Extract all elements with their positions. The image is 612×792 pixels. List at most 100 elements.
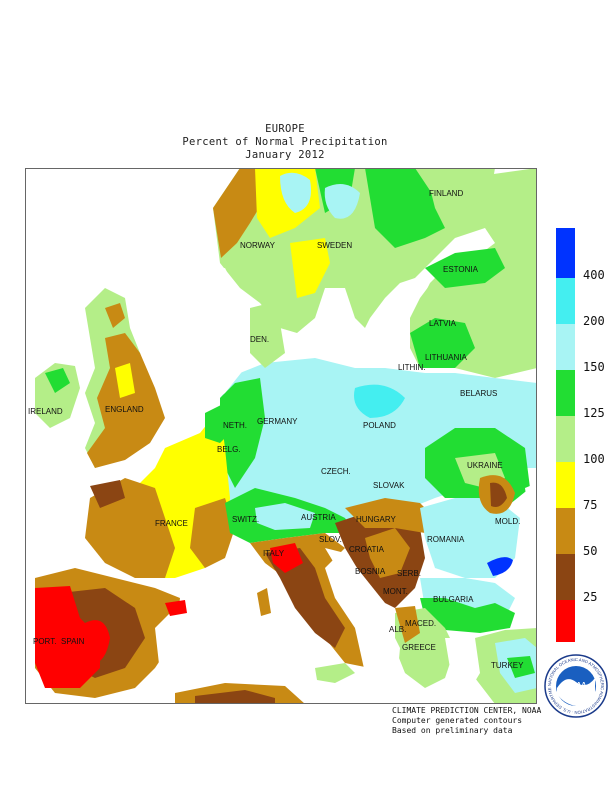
- footer-source: CLIMATE PREDICTION CENTER, NOAA: [392, 706, 542, 715]
- label-norway: NORWAY: [240, 241, 276, 250]
- central-europe-cyan: [220, 358, 537, 543]
- label-slovak: SLOVAK: [373, 481, 405, 490]
- finland-green: [365, 168, 445, 248]
- england-yellow: [115, 363, 135, 398]
- ionian: [355, 618, 400, 704]
- country-labels: FINLAND NORWAY SWEDEN ESTONIA LATVIA DEN…: [28, 189, 524, 670]
- footer-credits: CLIMATE PREDICTION CENTER, NOAA Computer…: [392, 706, 541, 736]
- map-title-period: January 2012: [245, 149, 325, 161]
- label-belg: BELG.: [217, 445, 241, 454]
- legend-swatch-50-75: [556, 508, 575, 554]
- label-france: FRANCE: [155, 519, 188, 528]
- england-brown: [87, 333, 165, 468]
- label-mold: MOLD.: [495, 517, 520, 526]
- legend-label-200: 200: [583, 314, 605, 328]
- label-maced: MACED.: [405, 619, 436, 628]
- balkans-brown: [365, 528, 410, 578]
- label-italy: ITALY: [263, 549, 285, 558]
- label-sweden: SWEDEN: [317, 241, 352, 250]
- sicily-land: [315, 663, 355, 683]
- legend-swatch-100-125: [556, 416, 575, 462]
- moldova-darkbrown: [490, 482, 507, 507]
- scandinavia-cyan-spot: [324, 184, 360, 219]
- legend-swatch-75-100: [556, 462, 575, 508]
- hungary-brown: [345, 498, 435, 533]
- label-alb: ALB.: [389, 625, 406, 634]
- footer-note: Based on preliminary data: [392, 726, 513, 735]
- italy-red: [270, 543, 303, 573]
- label-den: DEN.: [250, 335, 269, 344]
- mediterranean-west: [155, 563, 310, 688]
- legend-label-125: 125: [583, 406, 605, 420]
- label-latvia: LATVIA: [429, 319, 457, 328]
- label-slov: SLOV.: [319, 535, 342, 544]
- label-ukraine: UKRAINE: [467, 461, 503, 470]
- color-legend: [556, 228, 575, 642]
- label-spain: SPAIN: [61, 637, 85, 646]
- brittany-darkbrown: [90, 480, 125, 508]
- legend-label-100: 100: [583, 452, 605, 466]
- map-title-variable: Percent of Normal Precipitation: [182, 136, 388, 148]
- label-ireland: IRELAND: [28, 407, 63, 416]
- romania-blue-spot: [487, 557, 513, 576]
- label-greece: GREECE: [402, 643, 436, 652]
- ireland-green: [45, 368, 70, 393]
- label-lithin: LITHIN.: [398, 363, 426, 372]
- benelux-green: [205, 403, 235, 443]
- legend-swatch-150-200: [556, 324, 575, 370]
- map-frame: [25, 168, 537, 704]
- norway-coast-brown: [213, 168, 265, 258]
- label-romania: ROMANIA: [427, 535, 465, 544]
- turkey-green: [507, 656, 535, 678]
- label-mont: MONT.: [383, 587, 408, 596]
- label-lithuania: LITHUANIA: [425, 353, 467, 362]
- sea-of-azov: [525, 483, 537, 503]
- sweden-yellow: [290, 238, 330, 298]
- label-england: ENGLAND: [105, 405, 144, 414]
- noaa-logo: NATIONAL OCEANIC AND ATMOSPHERIC ADMINIS…: [544, 654, 608, 718]
- label-finland: FINLAND: [429, 189, 463, 198]
- greece-brown: [395, 606, 420, 643]
- lithuania-green: [410, 318, 475, 368]
- legend-swatch-0-25: [556, 600, 575, 642]
- legend-swatch-125-150: [556, 370, 575, 416]
- label-belarus: BELARUS: [460, 389, 497, 398]
- legend-label-50: 50: [583, 544, 598, 558]
- scotland-north-brown: [105, 303, 125, 328]
- bulgaria-green: [420, 598, 515, 633]
- iberia-red: [35, 586, 100, 688]
- label-turkey: TURKEY: [491, 661, 524, 670]
- estonia-green: [425, 248, 505, 288]
- footer-method: Computer generated contours: [392, 716, 523, 725]
- iberia-red-central: [85, 620, 110, 664]
- label-hungary: HUNGARY: [356, 515, 397, 524]
- label-croatia: CROATIA: [349, 545, 385, 554]
- balearic-red: [165, 600, 187, 616]
- black-sea: [517, 508, 537, 623]
- label-germany: GERMANY: [257, 417, 298, 426]
- aegean: [445, 638, 480, 698]
- legend-label-75: 75: [583, 498, 598, 512]
- atlantic-bay: [25, 448, 87, 573]
- legend-label-25: 25: [583, 590, 598, 604]
- label-bosnia: BOSNIA: [355, 567, 386, 576]
- label-estonia: ESTONIA: [443, 265, 479, 274]
- adriatic: [325, 548, 385, 613]
- label-switz: SWITZ.: [232, 515, 259, 524]
- logo-bird-icon: [557, 678, 595, 707]
- logo-center-text: NOAA: [566, 682, 587, 689]
- alps-cyan: [255, 503, 315, 530]
- label-serb: SERB.: [397, 569, 421, 578]
- finland-light: [415, 168, 495, 223]
- france-brown-south: [190, 498, 235, 568]
- legend-swatch-200-400: [556, 278, 575, 324]
- denmark-land: [250, 303, 285, 368]
- ireland-land: [35, 363, 80, 428]
- label-port: PORT.: [33, 637, 56, 646]
- map-layers: [25, 168, 537, 704]
- label-poland: POLAND: [363, 421, 396, 430]
- label-bulgaria: BULGARIA: [433, 595, 474, 604]
- norway-north-cyan: [280, 172, 311, 213]
- legend-label-400: 400: [583, 268, 605, 282]
- label-czech: CZECH.: [321, 467, 351, 476]
